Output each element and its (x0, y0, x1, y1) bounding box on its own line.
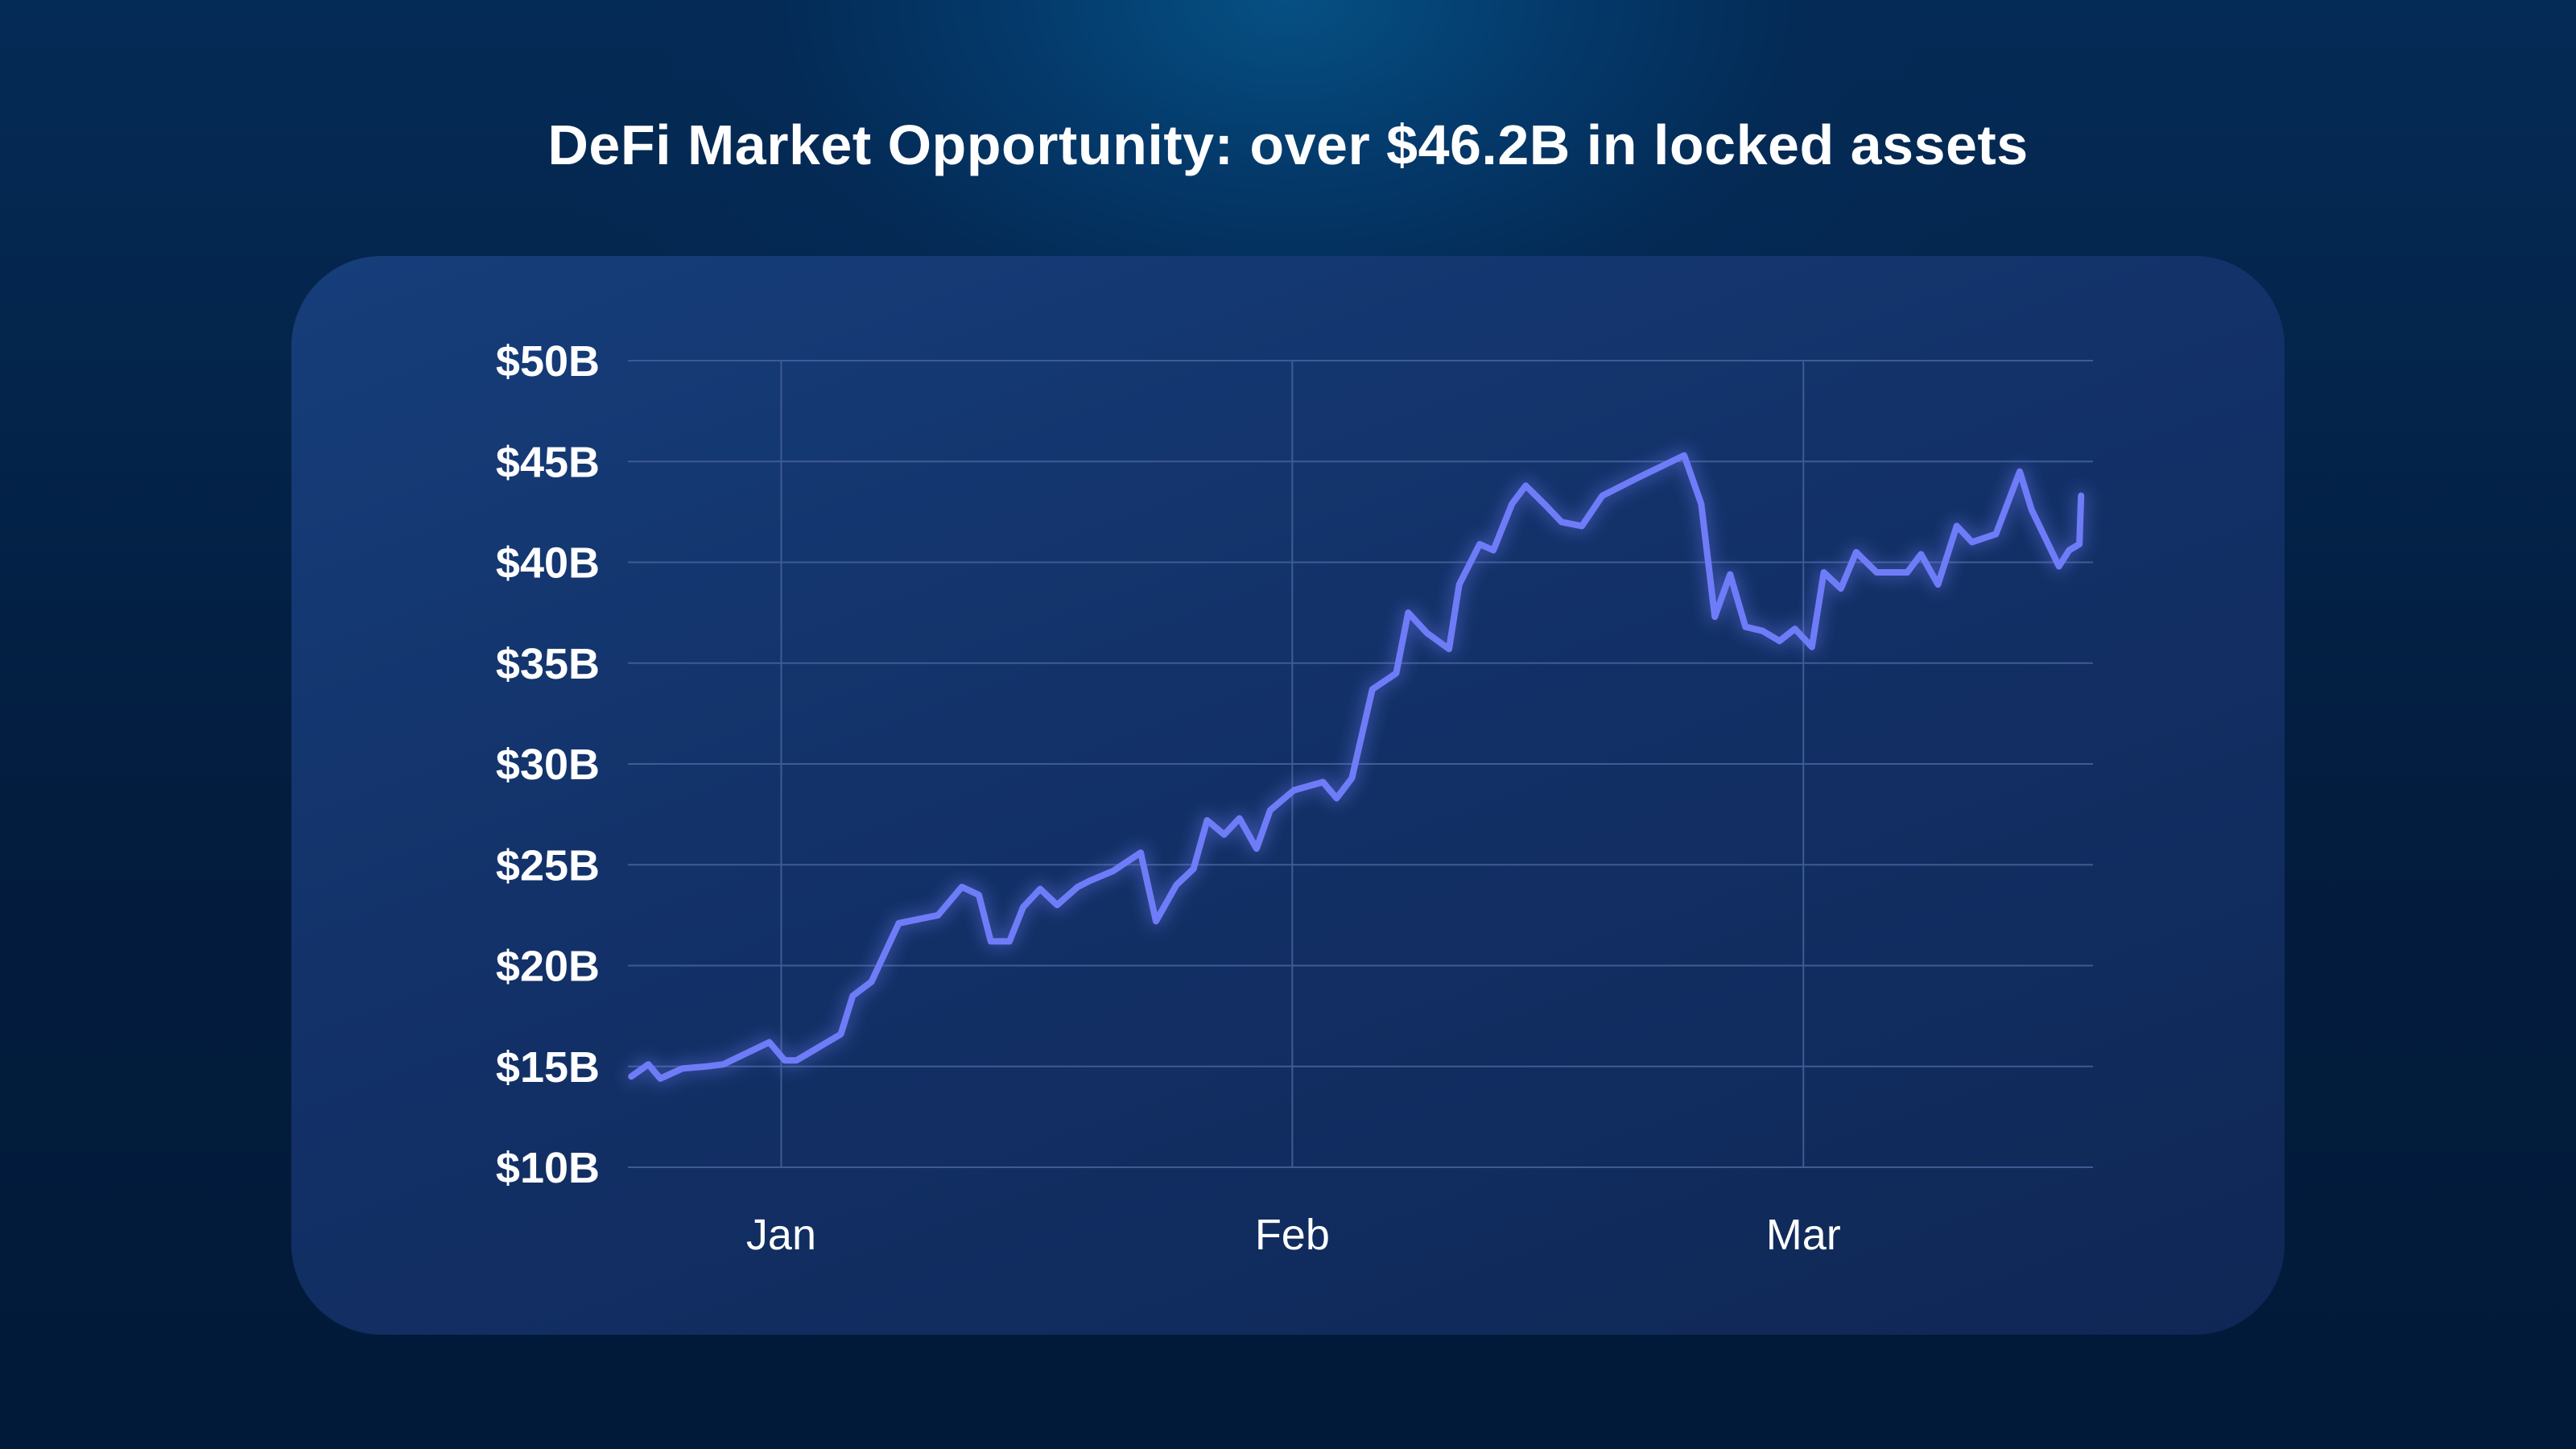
data-point (1698, 501, 1704, 507)
x-tick-label: Jan (746, 1211, 816, 1259)
data-point (720, 1061, 727, 1067)
data-point (766, 1039, 773, 1046)
data-point (1369, 686, 1376, 692)
data-point (1727, 572, 1733, 578)
data-point (1635, 474, 1641, 481)
data-point (1075, 884, 1081, 890)
data-point (1191, 865, 1197, 872)
data-point (1267, 807, 1274, 814)
data-point (782, 1057, 788, 1063)
data-point (1490, 547, 1496, 554)
data-point (1918, 551, 1924, 558)
series-line (628, 452, 2085, 1082)
axis-labels: $10B $15B $20B $25B $30B $35B $40B $45B $50B Jan F… (496, 337, 1841, 1259)
data-point (1992, 530, 1999, 537)
data-point (645, 1061, 651, 1067)
y-tick-label: $35B (496, 640, 600, 688)
data-point (1020, 904, 1026, 910)
data-point (1509, 501, 1515, 507)
data-point (1137, 849, 1144, 856)
data-point (1253, 845, 1260, 852)
data-point (679, 1065, 686, 1071)
data-point (1711, 613, 1718, 620)
data-point (896, 920, 902, 927)
data-point (1969, 539, 1975, 545)
y-tick-label: $40B (496, 539, 600, 588)
data-point (1954, 522, 1960, 529)
data-point (1873, 569, 1880, 576)
data-point (1838, 585, 1844, 592)
data-point (838, 1031, 844, 1038)
data-point (628, 1073, 634, 1080)
data-point (1853, 549, 1860, 555)
data-point (849, 993, 856, 999)
data-point (1087, 877, 1093, 884)
data-point (1522, 482, 1529, 489)
data-point (1904, 569, 1910, 576)
data-point (1110, 868, 1117, 874)
data-point (657, 1075, 663, 1082)
data-point (1319, 779, 1326, 786)
data-point (959, 884, 965, 890)
data-point (2056, 564, 2062, 570)
data-point (1809, 644, 1815, 650)
chart-title: DeFi Market Opportunity: over $46.2B in … (547, 114, 2029, 176)
data-point (1173, 881, 1179, 888)
data-point (2017, 469, 2023, 475)
data-point (1037, 886, 1043, 892)
data-point (2029, 506, 2035, 513)
y-tick-label: $50B (496, 337, 600, 386)
data-point (1054, 902, 1060, 908)
data-point (976, 892, 982, 898)
y-tick-label: $20B (496, 943, 600, 991)
data-point (1393, 670, 1399, 676)
y-tick-label: $25B (496, 841, 600, 890)
y-tick-label: $45B (496, 438, 600, 486)
data-point (1476, 541, 1483, 547)
data-point (2078, 493, 2084, 499)
data-point (1446, 646, 1452, 652)
x-tick-label: Mar (1766, 1211, 1841, 1259)
data-point (2076, 541, 2083, 547)
data-point (794, 1057, 800, 1063)
data-point (1291, 787, 1298, 794)
data-point (703, 1063, 709, 1070)
series-layer (625, 449, 2087, 1084)
data-point (1333, 795, 1340, 802)
data-point (1405, 609, 1411, 616)
data-point (1821, 569, 1827, 576)
data-point (935, 912, 941, 919)
data-point (1934, 581, 1941, 588)
data-point (1221, 832, 1228, 838)
data-point (1890, 569, 1897, 576)
data-point (1153, 918, 1159, 924)
data-point (1543, 502, 1550, 509)
data-point (1558, 518, 1565, 525)
data-point (1579, 522, 1585, 529)
y-tick-label: $10B (496, 1144, 600, 1192)
data-point (1348, 775, 1355, 782)
x-tick-label: Feb (1255, 1211, 1330, 1259)
data-point (1792, 625, 1798, 632)
data-point (2066, 547, 2072, 554)
data-point (1424, 630, 1430, 636)
data-point (988, 938, 994, 944)
data-point (1742, 624, 1748, 630)
y-tick-label: $15B (496, 1043, 600, 1092)
data-point (1236, 815, 1243, 822)
data-point (1600, 493, 1606, 499)
data-point (1681, 452, 1687, 459)
data-point (869, 979, 875, 985)
data-point (1759, 628, 1765, 634)
data-point (1006, 938, 1013, 944)
data-point (1204, 817, 1211, 824)
data-point (1777, 638, 1783, 644)
y-tick-label: $30B (496, 741, 600, 789)
data-point (1456, 581, 1463, 588)
